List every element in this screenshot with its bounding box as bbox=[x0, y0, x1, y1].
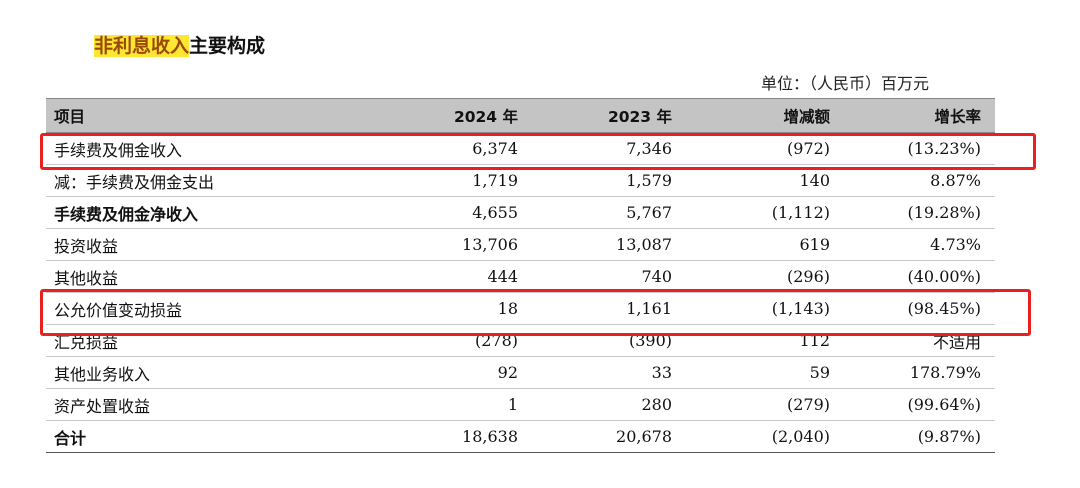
table-row: 合计 18,638 20,678 (2,040) (9.87%) bbox=[46, 420, 995, 453]
header-change: 增减额 bbox=[692, 98, 844, 133]
value-rate: (9.87%) bbox=[844, 420, 995, 453]
row-label: 汇兑损益 bbox=[46, 324, 304, 357]
value-change: 619 bbox=[692, 228, 844, 261]
value-2023: 1,161 bbox=[534, 292, 692, 325]
section-title: 非利息收入主要构成 bbox=[94, 34, 265, 58]
title-rest: 主要构成 bbox=[189, 35, 266, 57]
value-change: 59 bbox=[692, 356, 844, 389]
table-row: 汇兑损益 (278) (390) 112 不适用 bbox=[46, 324, 995, 357]
value-rate: (13.23%) bbox=[844, 132, 995, 165]
row-label: 合计 bbox=[46, 420, 304, 453]
value-2023: 5,767 bbox=[534, 196, 692, 229]
title-highlight: 非利息收入 bbox=[94, 35, 190, 57]
row-label: 资产处置收益 bbox=[46, 388, 304, 421]
row-label: 减：手续费及佣金支出 bbox=[46, 164, 304, 197]
value-2024: 6,374 bbox=[304, 132, 534, 165]
row-label: 手续费及佣金收入 bbox=[46, 132, 304, 165]
value-2024: 444 bbox=[304, 260, 534, 293]
table-row: 公允价值变动损益 18 1,161 (1,143) (98.45%) bbox=[46, 292, 995, 325]
value-2024: 1 bbox=[304, 388, 534, 421]
value-2023: 7,346 bbox=[534, 132, 692, 165]
value-rate: 178.79% bbox=[844, 356, 995, 389]
value-rate: 不适用 bbox=[844, 324, 995, 357]
table-row: 手续费及佣金收入 6,374 7,346 (972) (13.23%) bbox=[46, 132, 995, 165]
row-label: 公允价值变动损益 bbox=[46, 292, 304, 325]
value-rate: (98.45%) bbox=[844, 292, 995, 325]
table-header-row: 项目 2024 年 2023 年 增减额 增长率 bbox=[46, 98, 995, 133]
value-2023: (390) bbox=[534, 324, 692, 357]
row-label: 投资收益 bbox=[46, 228, 304, 261]
value-change: (2,040) bbox=[692, 420, 844, 453]
value-rate: 4.73% bbox=[844, 228, 995, 261]
value-change: 140 bbox=[692, 164, 844, 197]
value-change: 112 bbox=[692, 324, 844, 357]
value-2023: 1,579 bbox=[534, 164, 692, 197]
value-2024: 92 bbox=[304, 356, 534, 389]
header-2024: 2024 年 bbox=[304, 98, 534, 133]
value-2024: 18,638 bbox=[304, 420, 534, 453]
table-row: 其他业务收入 92 33 59 178.79% bbox=[46, 356, 995, 389]
value-rate: (40.00%) bbox=[844, 260, 995, 293]
value-change: (296) bbox=[692, 260, 844, 293]
value-2023: 20,678 bbox=[534, 420, 692, 453]
header-item: 项目 bbox=[46, 98, 304, 133]
value-2024: 1,719 bbox=[304, 164, 534, 197]
value-2023: 33 bbox=[534, 356, 692, 389]
row-label: 其他收益 bbox=[46, 260, 304, 293]
income-table: 项目 2024 年 2023 年 增减额 增长率 手续费及佣金收入 6,374 7,… bbox=[46, 98, 995, 453]
value-rate: 8.87% bbox=[844, 164, 995, 197]
header-2023: 2023 年 bbox=[534, 98, 692, 133]
table-row: 减：手续费及佣金支出 1,719 1,579 140 8.87% bbox=[46, 164, 995, 197]
table-row: 资产处置收益 1 280 (279) (99.64%) bbox=[46, 388, 995, 421]
value-2023: 13,087 bbox=[534, 228, 692, 261]
row-label: 手续费及佣金净收入 bbox=[46, 196, 304, 229]
value-rate: (99.64%) bbox=[844, 388, 995, 421]
value-2023: 280 bbox=[534, 388, 692, 421]
table-row: 投资收益 13,706 13,087 619 4.73% bbox=[46, 228, 995, 261]
value-change: (1,143) bbox=[692, 292, 844, 325]
value-change: (1,112) bbox=[692, 196, 844, 229]
value-change: (972) bbox=[692, 132, 844, 165]
value-rate: (19.28%) bbox=[844, 196, 995, 229]
value-2024: (278) bbox=[304, 324, 534, 357]
value-2024: 4,655 bbox=[304, 196, 534, 229]
value-2024: 18 bbox=[304, 292, 534, 325]
table-row: 其他收益 444 740 (296) (40.00%) bbox=[46, 260, 995, 293]
unit-label: 单位：（人民币）百万元 bbox=[761, 74, 930, 93]
value-2024: 13,706 bbox=[304, 228, 534, 261]
value-2023: 740 bbox=[534, 260, 692, 293]
value-change: (279) bbox=[692, 388, 844, 421]
table-row: 手续费及佣金净收入 4,655 5,767 (1,112) (19.28%) bbox=[46, 196, 995, 229]
header-rate: 增长率 bbox=[844, 98, 995, 133]
row-label: 其他业务收入 bbox=[46, 356, 304, 389]
